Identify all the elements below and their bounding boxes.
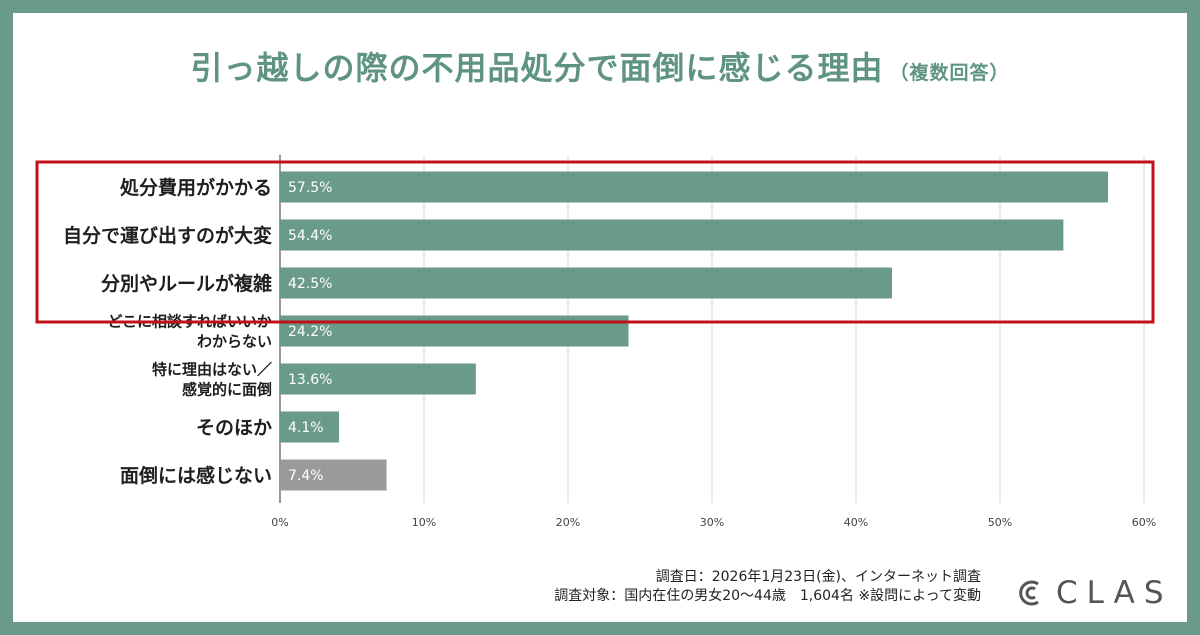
footnote-date: 調査日：2026年1月23日(金)、インターネット調査 — [655, 569, 981, 585]
clas-logo-icon — [1019, 580, 1039, 606]
x-tick-label: 60% — [1132, 516, 1156, 529]
bar — [280, 267, 892, 299]
bar — [280, 411, 340, 443]
clas-logo-text: CLAS — [1056, 575, 1173, 611]
clas-logo: CLAS — [1016, 573, 1173, 613]
bar-value-label: 57.5% — [288, 180, 332, 196]
x-tick-label: 10% — [412, 516, 436, 529]
x-tick-label: 50% — [988, 516, 1012, 529]
category-label: どこに相談すればいいかわからない — [107, 312, 272, 350]
bar-value-label: 13.6% — [288, 372, 332, 388]
bar-chart: 0% 10% 20% 30% 40% 50% 60% 57.5% 処分費用がかかる 54.4% 自分… — [35, 155, 1156, 529]
bar — [280, 459, 387, 491]
category-label: 分別やルールが複雑 — [101, 272, 272, 295]
bar — [280, 363, 476, 395]
highlight-box — [35, 160, 1155, 324]
category-label: そのほか — [196, 417, 272, 439]
category-label: 特に理由はない／感覚的に面倒 — [152, 360, 272, 398]
bar — [280, 219, 1064, 251]
category-label: 面倒には感じない — [120, 464, 272, 487]
category-label: 自分で運び出すのが大変 — [63, 224, 272, 247]
chart-title-main: 引っ越しの際の不用品処分で面倒に感じる理由 — [190, 49, 884, 87]
bar — [280, 171, 1108, 203]
footnote-target: 調査対象：国内在住の男女20〜44歳 1,604名 ※設問によって変動 — [554, 588, 981, 604]
chart-subtitle: （複数回答） — [889, 62, 1010, 84]
category-label: 処分費用がかかる — [120, 176, 272, 199]
x-tick-label: 0% — [271, 516, 288, 529]
x-tick-label: 30% — [700, 516, 724, 529]
chart-title: 引っ越しの際の不用品処分で面倒に感じる理由 （複数回答） — [13, 43, 1187, 89]
bar-value-label: 7.4% — [288, 468, 324, 484]
x-tick-label: 40% — [844, 516, 868, 529]
bar-value-label: 42.5% — [288, 276, 332, 292]
bar-value-label: 24.2% — [288, 324, 332, 340]
survey-footnote: 調査日：2026年1月23日(金)、インターネット調査 調査対象：国内在住の男女… — [554, 568, 981, 606]
x-tick-label: 20% — [556, 516, 580, 529]
chart-card: 引っ越しの際の不用品処分で面倒に感じる理由 （複数回答） 0% 10% 20% 30% 4… — [13, 13, 1187, 622]
bar-value-label: 54.4% — [288, 228, 332, 244]
bar-value-label: 4.1% — [288, 420, 324, 436]
